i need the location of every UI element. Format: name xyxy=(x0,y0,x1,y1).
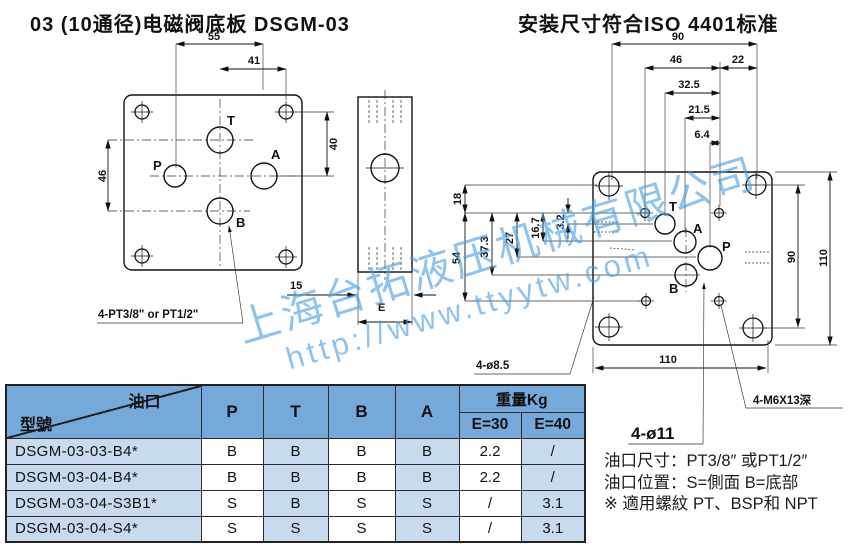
table-col-e40: E=40 xyxy=(520,411,586,439)
left-port-b-label: B xyxy=(236,215,245,230)
table-col-e30: E=30 xyxy=(458,411,522,439)
p-cell: B xyxy=(200,463,264,491)
right-port-a-label: A xyxy=(693,221,703,236)
left-dim-55: 55 xyxy=(208,31,220,43)
side-view: 15 E xyxy=(287,90,436,325)
b-cell: S xyxy=(327,515,396,543)
t-cell: B xyxy=(262,437,329,465)
side-dim-e: E xyxy=(378,302,385,314)
left-view: T P A B 55 41 46 40 4-PT3/8" or PT1/2" xyxy=(97,31,340,324)
right-dim-90-top: 90 xyxy=(672,31,684,43)
table-col-a: A xyxy=(394,384,460,439)
a-cell: S xyxy=(394,515,460,543)
note-port-size: 油口尺寸：PT3/8″ 或PT1/2″ xyxy=(604,452,808,470)
b-cell: B xyxy=(327,463,396,491)
side-view-hidden-holes xyxy=(368,100,402,270)
note-thread-types: ※ 適用螺紋 PT、BSP和 NPT xyxy=(604,495,818,513)
table-corner-ports-label: 油口 xyxy=(128,394,161,411)
right-port-p-label: P xyxy=(722,239,731,254)
e30-cell: / xyxy=(458,515,522,543)
e40-cell: / xyxy=(520,463,586,491)
table-row: DSGM-03-04-S3B1* S B S S / 3.1 xyxy=(5,489,586,517)
table-col-b: B xyxy=(327,384,396,439)
a-cell: B xyxy=(394,437,460,465)
a-cell: S xyxy=(394,489,460,517)
model-cell: DSGM-03-03-B4* xyxy=(5,437,202,465)
table-row: DSGM-03-04-B4* B B B B 2.2 / xyxy=(5,463,586,491)
right-dim-32-5: 32.5 xyxy=(678,79,699,91)
left-dim-40: 40 xyxy=(328,138,340,150)
port-notes: 油口尺寸：PT3/8″ 或PT1/2″ 油口位置：S=側面 B=底部 ※ 適用螺… xyxy=(604,451,818,516)
right-dim-110-right: 110 xyxy=(818,249,830,267)
b-cell: B xyxy=(327,437,396,465)
left-view-ports xyxy=(163,126,278,225)
left-port-a-label: A xyxy=(271,147,281,162)
left-view-corner-holes xyxy=(131,101,297,268)
table-col-t: T xyxy=(262,384,329,439)
right-dim-16-7: 16.7 xyxy=(530,217,542,238)
right-port-b-label: B xyxy=(669,281,678,296)
table-row: DSGM-03-03-B4* B B B B 2.2 / xyxy=(5,437,586,465)
right-view: T A P B 90 46 22 32.5 21.5 xyxy=(451,31,843,445)
model-cell: DSGM-03-04-S4* xyxy=(5,515,202,543)
right-dim-37-3: 37.3 xyxy=(479,236,491,257)
left-port-p-label: P xyxy=(153,158,162,173)
page-title-left: 03 (10通径)电磁阀底板 DSGM-03 xyxy=(30,14,350,36)
right-dim-22: 22 xyxy=(732,54,744,66)
right-dim-21-5: 21.5 xyxy=(688,104,709,116)
table-corner-model-label: 型號 xyxy=(20,416,53,434)
right-label-4-dia11: 4-ø11 xyxy=(631,424,674,443)
e30-cell: 2.2 xyxy=(458,463,522,491)
right-dim-18: 18 xyxy=(452,193,464,205)
e30-cell: / xyxy=(458,489,522,517)
left-thread-note: 4-PT3/8" or PT1/2" xyxy=(98,309,198,321)
right-dim-46: 46 xyxy=(670,54,682,66)
right-label-4-m6x13: 4-M6X13深 xyxy=(753,393,812,407)
right-dim-54: 54 xyxy=(451,251,463,264)
table-row: DSGM-03-04-S4* S S S S / 3.1 xyxy=(5,515,586,543)
t-cell: S xyxy=(262,515,329,543)
table-col-weight: 重量Kg xyxy=(458,384,586,413)
left-port-t-label: T xyxy=(227,113,235,128)
a-cell: B xyxy=(394,463,460,491)
spec-table: 油口 型號 P T B A 重量Kg E=30 E=40 DSGM-03-03-… xyxy=(5,384,586,543)
b-cell: S xyxy=(327,489,396,517)
t-cell: B xyxy=(262,463,329,491)
right-dim-110-bottom: 110 xyxy=(659,354,677,366)
p-cell: S xyxy=(200,489,264,517)
note-port-position: 油口位置：S=側面 B=底部 xyxy=(604,473,799,492)
table-corner-cell: 油口 型號 xyxy=(5,384,202,439)
e40-cell: 3.1 xyxy=(520,515,586,543)
right-dim-90-right: 90 xyxy=(786,251,798,263)
e30-cell: 2.2 xyxy=(458,437,522,465)
right-label-4-dia8-5: 4-ø8.5 xyxy=(476,360,510,372)
p-cell: S xyxy=(200,515,264,543)
page-title-right: 安装尺寸符合ISO 4401标准 xyxy=(518,14,779,36)
e40-cell: 3.1 xyxy=(520,489,586,517)
left-dim-46: 46 xyxy=(97,170,109,182)
table-col-p: P xyxy=(200,384,264,439)
e40-cell: / xyxy=(520,437,586,465)
left-dim-41: 41 xyxy=(248,55,260,67)
right-dim-6-4: 6.4 xyxy=(694,129,710,141)
right-dim-27: 27 xyxy=(504,232,516,244)
t-cell: B xyxy=(262,489,329,517)
model-cell: DSGM-03-04-B4* xyxy=(5,463,202,491)
model-cell: DSGM-03-04-S3B1* xyxy=(5,489,202,517)
right-dim-3-2: 3.2 xyxy=(555,214,567,229)
p-cell: B xyxy=(200,437,264,465)
right-port-t-label: T xyxy=(669,199,677,214)
side-dim-15: 15 xyxy=(290,280,302,292)
